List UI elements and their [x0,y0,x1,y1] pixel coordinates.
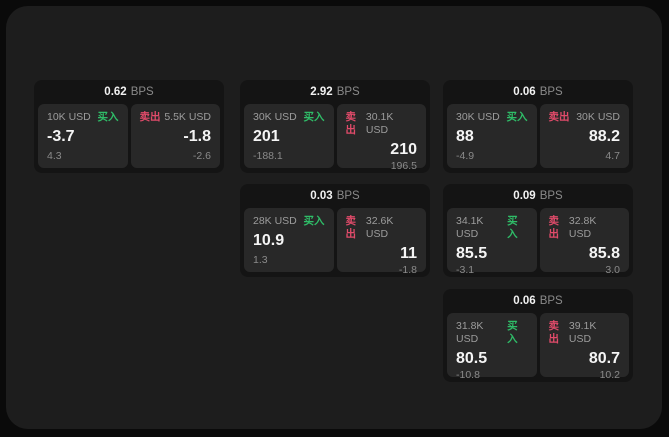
buy-delta: 4.3 [47,150,62,162]
bps-value: 0.03 [310,190,333,202]
sell-price: 210 [390,141,417,158]
bps-value: 0.06 [513,295,536,307]
sell-side-label: 卖出 [548,111,570,123]
sell-amount: 32.6K USD [365,215,394,240]
buy-amount: 30K USD [456,111,500,123]
quote-card-6: 0.06 BPS 31.8K USD 买入 80.5 -10.8 卖出 39.1… [443,289,633,382]
sell-price: 85.8 [588,245,620,262]
sell-delta: -2.6 [192,150,211,162]
buy-delta: -4.9 [456,150,475,162]
sell-side-label: 卖出 [548,215,560,240]
buy-panel[interactable]: 30K USD 买入 88 -4.9 [447,104,537,168]
buy-amount: 31.8K USD [456,320,484,345]
quote-card-5: 0.09 BPS 34.1K USD 买入 85.5 -3.1 卖出 32.8K… [443,184,633,277]
sell-delta: 4.7 [605,150,620,162]
bps-value: 0.06 [513,86,536,98]
buy-delta: -3.1 [456,264,475,276]
sell-price: 88.2 [588,128,620,145]
quote-card-1: 0.62 BPS 10K USD 买入 -3.7 4.3 卖出 5.5K USD… [34,80,224,173]
card-header: 2.92 BPS [240,80,430,104]
buy-panel[interactable]: 28K USD 买入 10.9 1.3 [244,208,334,272]
sell-panel[interactable]: 卖出 32.6K USD 11 -1.8 [336,208,426,276]
buy-price: 85.5 [456,245,488,262]
bps-unit-label: BPS [130,86,154,98]
buy-side-label: 买入 [507,215,518,240]
sell-amount: 5.5K USD [164,111,211,123]
bps-value: 0.62 [104,86,127,98]
buy-price: 88 [456,128,474,145]
sell-delta: -1.8 [398,264,417,276]
sell-panel[interactable]: 卖出 30.1K USD 210 196.5 [336,104,426,172]
buy-amount: 30K USD [253,111,297,123]
sell-delta: 3.0 [605,264,620,276]
bps-unit-label: BPS [539,295,563,307]
buy-side-label: 买入 [506,111,528,123]
buy-amount: 28K USD [253,215,297,227]
buy-delta: -188.1 [253,150,283,162]
bps-unit-label: BPS [336,190,360,202]
sell-amount: 39.1K USD [568,320,597,345]
sell-panel[interactable]: 卖出 32.8K USD 85.8 3.0 [539,208,629,276]
bps-value: 2.92 [310,86,333,98]
buy-price: -3.7 [47,128,75,145]
sell-amount: 30.1K USD [365,111,394,136]
buy-amount: 34.1K USD [456,215,484,240]
buy-side-label: 买入 [507,320,518,345]
sell-price: 80.7 [588,350,620,367]
buy-price: 201 [253,128,280,145]
bps-value: 0.09 [513,190,536,202]
buy-side-label: 买入 [97,111,119,123]
quote-card-4: 0.03 BPS 28K USD 买入 10.9 1.3 卖出 32.6K US… [240,184,430,277]
buy-side-label: 买入 [303,111,325,123]
buy-panel[interactable]: 10K USD 买入 -3.7 4.3 [38,104,128,168]
sell-panel[interactable]: 卖出 39.1K USD 80.7 10.2 [539,313,629,381]
bps-unit-label: BPS [539,190,563,202]
buy-panel[interactable]: 30K USD 买入 201 -188.1 [244,104,334,168]
buy-panel[interactable]: 34.1K USD 买入 85.5 -3.1 [447,208,537,276]
buy-delta: -10.8 [456,369,480,381]
sell-price: 11 [400,245,417,262]
sell-panel[interactable]: 卖出 30K USD 88.2 4.7 [539,104,629,168]
card-header: 0.06 BPS [443,80,633,104]
buy-price: 10.9 [253,232,285,249]
quote-card-2: 2.92 BPS 30K USD 买入 201 -188.1 卖出 30.1K … [240,80,430,173]
buy-panel[interactable]: 31.8K USD 买入 80.5 -10.8 [447,313,537,381]
sell-side-label: 卖出 [345,111,357,136]
buy-side-label: 买入 [303,215,325,227]
sell-delta: 196.5 [390,160,417,172]
sell-delta: 10.2 [599,369,620,381]
card-header: 0.03 BPS [240,184,430,208]
buy-amount: 10K USD [47,111,91,123]
sell-side-label: 卖出 [139,111,161,123]
sell-amount: 30K USD [576,111,620,123]
bps-unit-label: BPS [336,86,360,98]
sell-panel[interactable]: 卖出 5.5K USD -1.8 -2.6 [130,104,220,168]
quote-card-3: 0.06 BPS 30K USD 买入 88 -4.9 卖出 30K USD 8… [443,80,633,173]
sell-side-label: 卖出 [345,215,357,240]
sell-side-label: 卖出 [548,320,560,345]
card-header: 0.06 BPS [443,289,633,313]
bps-unit-label: BPS [539,86,563,98]
card-header: 0.09 BPS [443,184,633,208]
sell-price: -1.8 [183,128,211,145]
buy-delta: 1.3 [253,254,268,266]
sell-amount: 32.8K USD [568,215,597,240]
card-header: 0.62 BPS [34,80,224,104]
app-frame: 0.62 BPS 10K USD 买入 -3.7 4.3 卖出 5.5K USD… [6,6,662,429]
buy-price: 80.5 [456,350,488,367]
